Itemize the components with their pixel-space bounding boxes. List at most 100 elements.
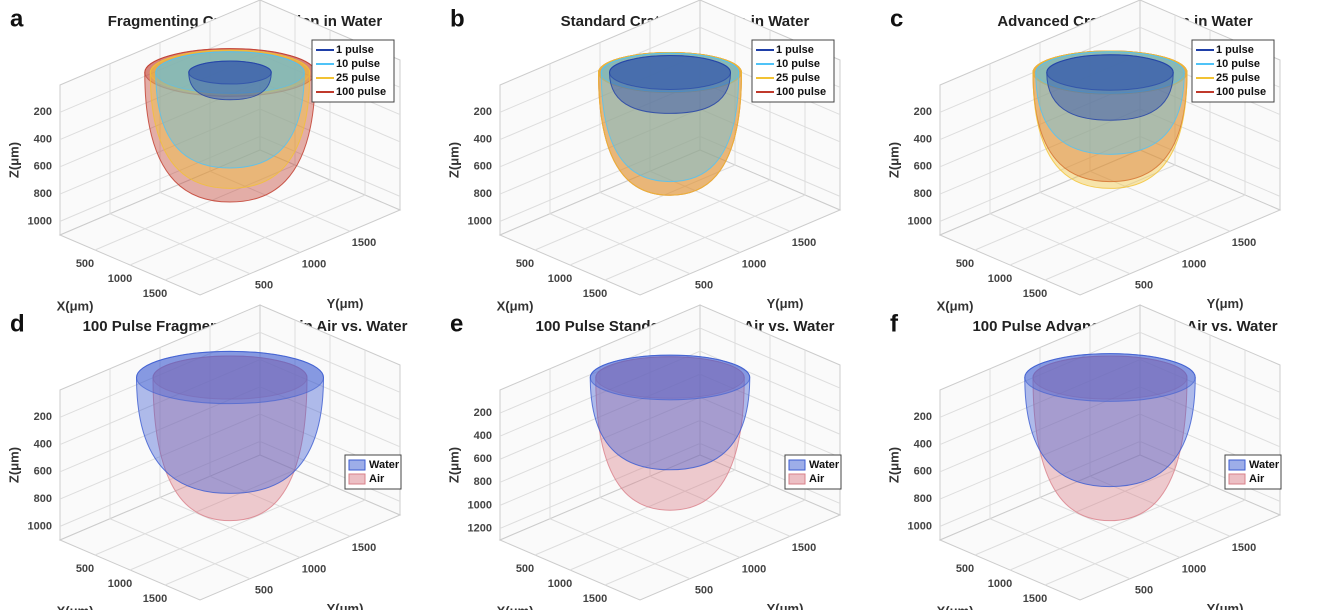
y-axis-label: Y(μm) — [767, 296, 804, 311]
grid-line — [59, 108, 401, 195]
legend-label: Water — [1249, 459, 1280, 471]
crater-rim — [589, 354, 751, 401]
grid-line — [649, 326, 791, 537]
crater-rim — [600, 52, 740, 93]
z-tick-label: 200 — [474, 106, 492, 118]
grid-line — [129, 335, 331, 571]
grid-line — [989, 368, 1131, 580]
x-tick-label: 1000 — [108, 578, 132, 590]
grid-line — [499, 350, 841, 437]
crater-rim — [1046, 54, 1174, 91]
panel-letter: d — [10, 310, 25, 337]
y-tick-label: 1000 — [742, 563, 766, 575]
grid-line — [59, 331, 401, 418]
legend-label: 25 pulse — [776, 72, 820, 84]
grid-line — [499, 327, 841, 414]
x-axis-label: X(μm) — [937, 603, 974, 610]
grid-line — [109, 368, 251, 580]
z-tick-label: 800 — [34, 188, 52, 200]
x-tick-label: 1000 — [988, 273, 1012, 285]
y-tick-label: 500 — [695, 280, 713, 292]
grid-line — [164, 350, 366, 586]
panel-letter: c — [890, 5, 903, 32]
crater-rim — [609, 55, 731, 90]
crater-rim — [155, 51, 305, 94]
grid-line — [939, 81, 1281, 168]
z-tick-label: 1000 — [28, 215, 52, 227]
legend-label: 1 pulse — [336, 44, 374, 56]
z-tick-label: 400 — [34, 438, 52, 450]
crater-rim — [149, 49, 311, 96]
grid-line — [59, 386, 401, 473]
x-axis-label: X(μm) — [497, 603, 534, 610]
z-tick-label: 600 — [34, 466, 52, 478]
x-tick-label: 1000 — [108, 273, 132, 285]
grid-line — [59, 413, 401, 500]
y-tick-label: 1500 — [352, 237, 376, 249]
y-axis-label: Y(μm) — [1207, 601, 1244, 610]
grid-line — [109, 63, 251, 275]
legend-label: Air — [369, 473, 385, 485]
y-tick-label: 1500 — [1232, 237, 1256, 249]
z-tick-label: 600 — [914, 466, 932, 478]
x-tick-label: 500 — [956, 563, 974, 575]
x-tick-label: 500 — [516, 563, 534, 575]
x-tick-label: 500 — [956, 258, 974, 270]
z-tick-label: 600 — [34, 161, 52, 173]
grid-line — [94, 15, 296, 251]
y-tick-label: 1000 — [302, 258, 326, 270]
y-tick-label: 1000 — [1182, 563, 1206, 575]
crater-rim — [595, 356, 745, 399]
z-tick-label: 400 — [914, 438, 932, 450]
z-tick-label: 1000 — [468, 215, 492, 227]
y-tick-label: 1000 — [302, 563, 326, 575]
legend-label: 25 pulse — [1216, 72, 1260, 84]
z-tick-label: 200 — [474, 407, 492, 419]
x-tick-label: 500 — [76, 258, 94, 270]
grid-line — [939, 331, 1281, 418]
z-tick-label: 400 — [914, 133, 932, 145]
y-tick-label: 1000 — [742, 258, 766, 270]
crater-rim — [598, 51, 742, 94]
x-tick-label: 1000 — [548, 273, 572, 285]
x-tick-label: 1500 — [1023, 593, 1047, 605]
grid-line — [499, 373, 841, 460]
y-tick-label: 500 — [1135, 280, 1153, 292]
z-tick-label: 600 — [914, 161, 932, 173]
grid-line — [1039, 347, 1181, 558]
z-tick-label: 800 — [474, 188, 492, 200]
grid-line — [209, 326, 351, 537]
y-axis-label: Y(μm) — [327, 296, 364, 311]
x-tick-label: 1500 — [1023, 288, 1047, 300]
crater-rim — [136, 350, 324, 405]
grid-line — [939, 135, 1281, 222]
z-tick-label: 800 — [34, 493, 52, 505]
y-tick-label: 1500 — [1232, 542, 1256, 554]
legend-label: Water — [809, 459, 840, 471]
crater-rim — [1035, 51, 1185, 94]
x-tick-label: 500 — [516, 258, 534, 270]
grid-line — [499, 108, 841, 195]
legend-label: 1 pulse — [776, 44, 814, 56]
z-tick-label: 600 — [474, 161, 492, 173]
z-tick-label: 1000 — [908, 520, 932, 532]
grid-line — [159, 42, 301, 253]
panel-letter: a — [10, 5, 24, 32]
y-tick-label: 1500 — [792, 237, 816, 249]
grid-line — [939, 108, 1281, 195]
grid-line — [534, 320, 736, 556]
legend-label: 25 pulse — [336, 72, 380, 84]
legend-label: 100 pulse — [336, 86, 386, 98]
y-tick-label: 500 — [695, 585, 713, 597]
legend-swatch — [1228, 459, 1246, 471]
x-tick-label: 500 — [76, 563, 94, 575]
grid-line — [499, 81, 841, 168]
legend-swatch — [788, 459, 806, 471]
panel-letter: e — [450, 310, 463, 337]
